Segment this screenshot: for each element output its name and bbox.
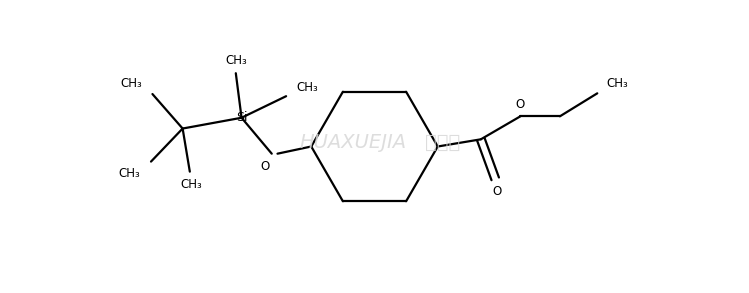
Text: CH₃: CH₃ (225, 54, 246, 67)
Text: CH₃: CH₃ (181, 178, 202, 191)
Text: CH₃: CH₃ (120, 77, 142, 91)
Text: CH₃: CH₃ (118, 167, 140, 180)
Text: HUAXUEJIA: HUAXUEJIA (300, 133, 407, 152)
Text: O: O (516, 98, 525, 110)
Text: 化学加: 化学加 (425, 133, 461, 152)
Text: CH₃: CH₃ (297, 81, 318, 94)
Text: Si: Si (236, 111, 247, 124)
Text: CH₃: CH₃ (607, 77, 628, 91)
Text: O: O (260, 160, 269, 173)
Text: O: O (493, 185, 502, 197)
